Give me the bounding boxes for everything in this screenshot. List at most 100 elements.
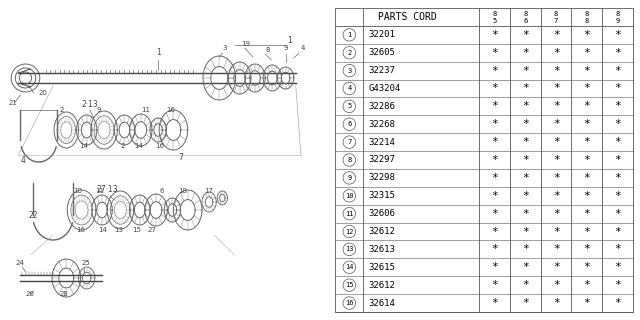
Text: *: * bbox=[491, 101, 498, 111]
Text: 11: 11 bbox=[345, 211, 353, 217]
Text: *: * bbox=[584, 262, 590, 272]
Text: 14: 14 bbox=[345, 264, 353, 270]
Text: 1: 1 bbox=[287, 36, 292, 45]
Text: 7: 7 bbox=[554, 18, 558, 24]
Text: *: * bbox=[553, 173, 559, 183]
Text: 26: 26 bbox=[26, 291, 35, 297]
Text: 14: 14 bbox=[98, 227, 107, 233]
Text: *: * bbox=[614, 173, 621, 183]
Text: 5: 5 bbox=[492, 18, 497, 24]
Text: *: * bbox=[553, 244, 559, 254]
Text: 8: 8 bbox=[616, 11, 620, 17]
Text: 9: 9 bbox=[97, 107, 101, 113]
Text: *: * bbox=[522, 280, 529, 290]
Text: 14: 14 bbox=[79, 143, 88, 149]
Text: *: * bbox=[553, 227, 559, 236]
Text: *: * bbox=[614, 84, 621, 93]
Text: 32612: 32612 bbox=[369, 227, 396, 236]
Text: 22: 22 bbox=[29, 211, 38, 220]
Text: 32613: 32613 bbox=[369, 245, 396, 254]
Text: *: * bbox=[553, 84, 559, 93]
Text: *: * bbox=[522, 227, 529, 236]
Text: 25: 25 bbox=[82, 260, 90, 266]
Text: *: * bbox=[491, 30, 498, 40]
Text: *: * bbox=[553, 66, 559, 76]
Text: 32201: 32201 bbox=[369, 30, 396, 39]
Text: 8: 8 bbox=[554, 11, 558, 17]
Text: G43204: G43204 bbox=[369, 84, 401, 93]
Text: 16: 16 bbox=[345, 300, 353, 306]
Text: 15: 15 bbox=[345, 282, 353, 288]
Text: *: * bbox=[553, 298, 559, 308]
Text: 27·13: 27·13 bbox=[97, 185, 118, 194]
Text: 2: 2 bbox=[120, 143, 125, 149]
Text: 32606: 32606 bbox=[369, 209, 396, 218]
Text: *: * bbox=[584, 30, 590, 40]
Text: 19: 19 bbox=[241, 41, 250, 47]
Text: *: * bbox=[614, 280, 621, 290]
Text: 32268: 32268 bbox=[369, 120, 396, 129]
Text: PARTS CORD: PARTS CORD bbox=[378, 12, 436, 22]
Text: *: * bbox=[522, 119, 529, 129]
Text: 14: 14 bbox=[134, 143, 143, 149]
Text: 5: 5 bbox=[348, 103, 351, 109]
Text: 2·13: 2·13 bbox=[82, 100, 99, 109]
Text: *: * bbox=[584, 155, 590, 165]
Text: 2: 2 bbox=[59, 107, 63, 113]
Text: *: * bbox=[584, 137, 590, 147]
Text: 8: 8 bbox=[492, 11, 497, 17]
Text: 10: 10 bbox=[345, 193, 353, 199]
Text: *: * bbox=[553, 119, 559, 129]
Text: 7: 7 bbox=[348, 139, 351, 145]
Text: 10: 10 bbox=[74, 188, 83, 194]
Text: 32286: 32286 bbox=[369, 102, 396, 111]
Text: 17: 17 bbox=[204, 188, 213, 194]
Text: *: * bbox=[491, 84, 498, 93]
Text: *: * bbox=[584, 191, 590, 201]
Text: *: * bbox=[584, 209, 590, 219]
Text: *: * bbox=[522, 244, 529, 254]
Text: *: * bbox=[584, 280, 590, 290]
Text: 8: 8 bbox=[585, 11, 589, 17]
Text: *: * bbox=[614, 262, 621, 272]
Text: *: * bbox=[491, 119, 498, 129]
Text: *: * bbox=[553, 209, 559, 219]
Text: 6: 6 bbox=[159, 188, 164, 194]
Text: 32614: 32614 bbox=[369, 299, 396, 308]
Text: 8: 8 bbox=[523, 11, 527, 17]
Text: 18: 18 bbox=[179, 188, 188, 194]
Text: 2: 2 bbox=[348, 50, 351, 56]
Text: *: * bbox=[491, 227, 498, 236]
Text: 16: 16 bbox=[77, 227, 86, 233]
Text: 7: 7 bbox=[179, 153, 184, 162]
Text: *: * bbox=[614, 298, 621, 308]
Text: 20: 20 bbox=[39, 90, 47, 96]
Text: *: * bbox=[584, 101, 590, 111]
Text: *: * bbox=[491, 173, 498, 183]
Text: 32237: 32237 bbox=[369, 66, 396, 75]
Text: *: * bbox=[553, 191, 559, 201]
Text: *: * bbox=[614, 227, 621, 236]
Text: *: * bbox=[584, 66, 590, 76]
Text: 1: 1 bbox=[348, 32, 351, 38]
Text: 16: 16 bbox=[155, 143, 164, 149]
Text: *: * bbox=[491, 48, 498, 58]
Text: *: * bbox=[491, 66, 498, 76]
Text: *: * bbox=[614, 101, 621, 111]
Text: 16: 16 bbox=[166, 107, 175, 113]
Text: 32612: 32612 bbox=[369, 281, 396, 290]
Text: *: * bbox=[584, 84, 590, 93]
Text: *: * bbox=[522, 155, 529, 165]
Text: 24: 24 bbox=[15, 260, 24, 266]
Text: 4: 4 bbox=[20, 156, 25, 165]
Text: *: * bbox=[522, 191, 529, 201]
Text: *: * bbox=[614, 155, 621, 165]
Text: 32214: 32214 bbox=[369, 138, 396, 147]
Text: 4: 4 bbox=[301, 45, 305, 51]
Text: 15: 15 bbox=[132, 227, 141, 233]
Text: *: * bbox=[553, 48, 559, 58]
Text: *: * bbox=[614, 66, 621, 76]
Text: 4: 4 bbox=[348, 85, 351, 92]
Text: *: * bbox=[584, 227, 590, 236]
Text: *: * bbox=[491, 191, 498, 201]
